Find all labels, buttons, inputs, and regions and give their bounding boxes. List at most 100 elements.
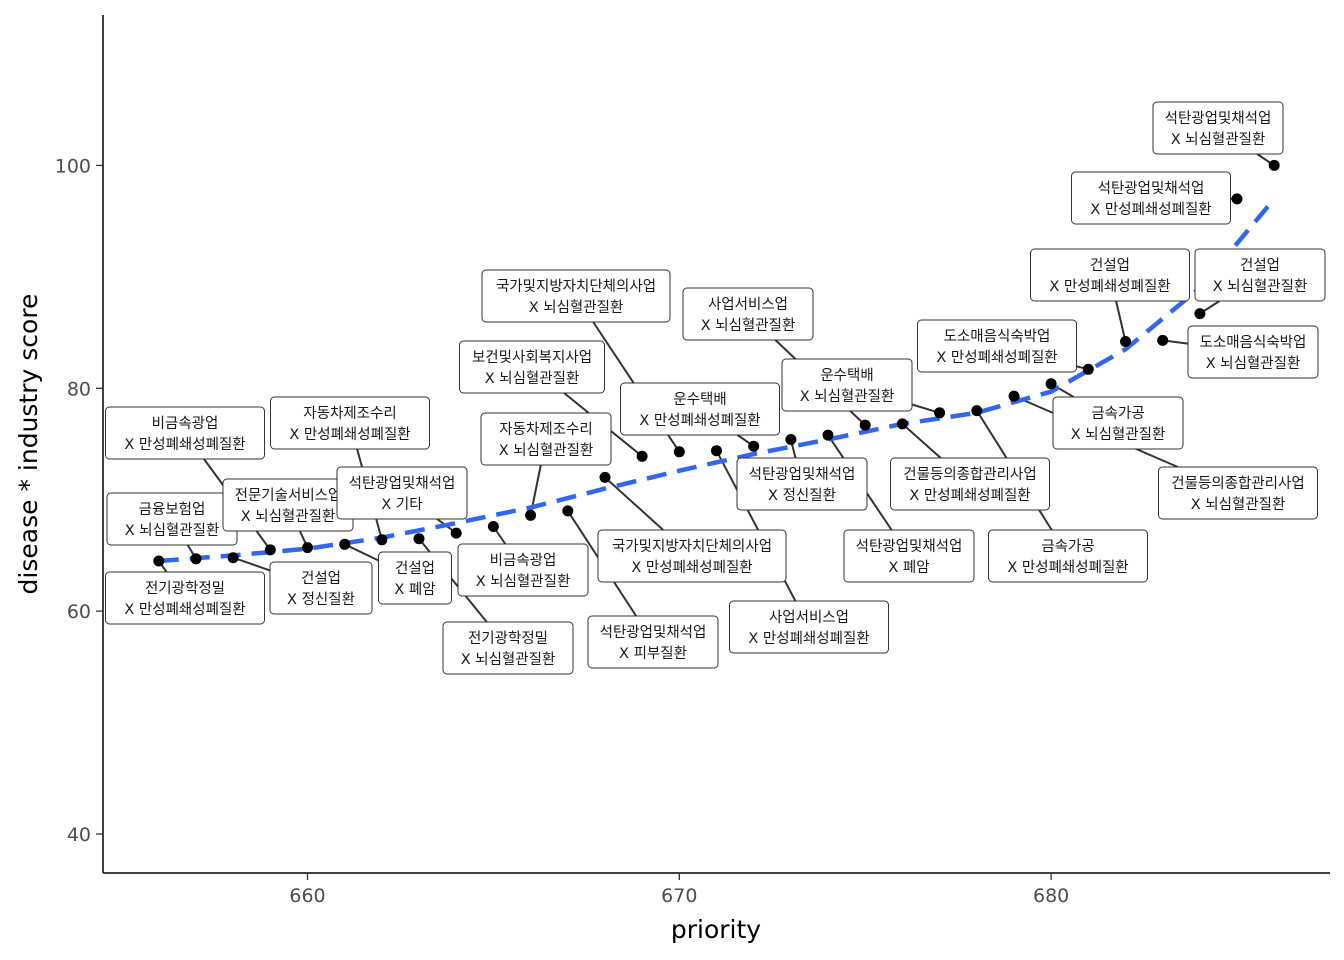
data-point [822, 429, 834, 441]
data-label-text: X 뇌심혈관질환 [485, 370, 580, 387]
data-label-text: 석탄광업및채석업 [600, 624, 707, 641]
data-point [1268, 159, 1280, 171]
data-label-text: 사업서비스업 [708, 296, 788, 313]
x-tick-label: 680 [1033, 885, 1069, 907]
data-label-text: 건설업 [1090, 257, 1130, 274]
data-label: 국가및지방자치단체의사업 X 만성폐쇄성폐질환 [597, 529, 787, 583]
data-label-box [1071, 171, 1231, 225]
data-label-text: X 만성폐쇄성폐질환 [936, 349, 1057, 366]
data-label: 비금속광업 X 뇌심혈관질환 [457, 543, 589, 597]
data-label-text: 석탄광업및채석업 [1165, 110, 1272, 127]
data-label-text: X 정신질환 [768, 487, 836, 504]
data-point [227, 552, 239, 564]
data-point [934, 407, 946, 419]
data-label-text: 건설업 [1240, 257, 1280, 274]
data-label-text: X 만성폐쇄성폐질환 [1090, 201, 1211, 218]
data-label: 사업서비스업 X 뇌심혈관질환 [682, 287, 814, 341]
data-label-text: X 뇌심혈관질환 [499, 442, 594, 459]
data-label-text: 석탄광업및채석업 [1098, 180, 1205, 197]
data-point [1045, 378, 1057, 390]
data-label: 석탄광업및채석업 X 뇌심혈관질환 [1152, 101, 1284, 155]
data-label: 금속가공 X 만성폐쇄성폐질환 [988, 529, 1148, 583]
data-point [339, 538, 351, 550]
data-label: 건설업 X 뇌심혈관질환 [1194, 248, 1326, 302]
data-point [562, 505, 574, 517]
label-leader [232, 556, 271, 572]
data-label-text: X 뇌심혈관질환 [1213, 278, 1308, 295]
data-point [785, 434, 797, 445]
data-label: 국가및지방자치단체의사업 X 뇌심혈관질환 [481, 269, 671, 323]
y-tick-label: 80 [67, 378, 91, 400]
data-label-box [843, 529, 975, 583]
data-label-box [378, 551, 452, 605]
y-tick-label: 40 [67, 824, 91, 846]
data-label-text: 도소매음식숙박업 [1200, 334, 1307, 351]
label-leaders [157, 153, 1275, 623]
data-label-text: X 만성폐쇄성폐질환 [631, 559, 752, 576]
data-point [190, 553, 202, 565]
data-point [1008, 390, 1020, 402]
data-point [636, 450, 648, 462]
data-point [1120, 336, 1131, 347]
data-label-text: 사업서비스업 [769, 609, 849, 626]
data-label-text: X 뇌심혈관질환 [529, 299, 624, 316]
data-label-box [270, 396, 430, 450]
data-label-text: 비금속광업 [152, 415, 219, 432]
data-label-box [457, 543, 589, 597]
data-label-text: X 폐암 [888, 559, 929, 576]
data-label-text: X 뇌심혈관질환 [241, 508, 336, 525]
label-leader [344, 543, 379, 562]
data-label-text: X 폐암 [394, 581, 435, 598]
data-label-text: X 피부질환 [619, 645, 687, 662]
data-label: 건물등의종합관리사업 X 뇌심혈관질환 [1158, 466, 1318, 520]
data-label-text: 비금속광업 [490, 552, 557, 569]
data-label-text: 전기광학정밀 [145, 580, 225, 597]
data-point [673, 446, 685, 458]
data-point [971, 405, 983, 417]
data-label-text: 석탄광업및채석업 [749, 466, 856, 483]
data-label-box [480, 412, 612, 466]
label-leader [1115, 300, 1127, 342]
data-label-box [459, 340, 605, 394]
data-point [748, 440, 760, 452]
data-label-box [620, 382, 780, 436]
data-label-text: 건설업 [301, 570, 341, 587]
data-point [450, 527, 462, 539]
data-label: 운수택배 X 뇌심혈관질환 [781, 358, 913, 412]
data-label-text: 자동차제조수리 [303, 405, 396, 422]
data-label-box [481, 269, 671, 323]
data-label-text: X 뇌심혈관질환 [476, 573, 571, 590]
data-label-box [587, 615, 719, 669]
data-label-box [269, 561, 373, 615]
y-tick-label: 100 [55, 155, 91, 177]
data-label: 운수택배 X 만성폐쇄성폐질환 [620, 382, 780, 436]
data-point [1157, 334, 1169, 346]
data-label-box [988, 529, 1148, 583]
data-label-text: 도소매음식숙박업 [944, 328, 1051, 345]
data-label-text: 국가및지방자치단체의사업 [612, 538, 772, 555]
data-label: 자동차제조수리 X 만성폐쇄성폐질환 [270, 396, 430, 450]
data-point [487, 521, 499, 532]
data-label-box [105, 571, 265, 625]
data-label-box [1187, 325, 1319, 379]
data-label-text: X 만성폐쇄성폐질환 [1007, 559, 1128, 576]
data-label: 금속가공 X 뇌심혈관질환 [1052, 396, 1184, 450]
data-point [599, 471, 611, 483]
data-label-text: X 만성폐쇄성폐질환 [124, 601, 245, 618]
data-label-text: 전기광학정밀 [468, 630, 548, 647]
data-label-box [442, 621, 574, 675]
data-label-text: 건설업 [395, 560, 435, 577]
data-label-text: X 만성폐쇄성폐질환 [639, 412, 760, 429]
data-label-text: X 만성폐쇄성폐질환 [289, 426, 410, 443]
data-label-box [597, 529, 787, 583]
data-label: 건설업 X 정신질환 [269, 561, 373, 615]
data-point [1082, 363, 1094, 375]
data-label: 비금속광업 X 만성폐쇄성폐질환 [105, 406, 265, 460]
y-axis-title: disease * industry score [14, 294, 43, 595]
data-label-text: 운수택배 [673, 391, 726, 408]
x-tick-label: 660 [289, 885, 325, 907]
data-label-text: X 만성폐쇄성폐질환 [124, 436, 245, 453]
data-label-box [781, 358, 913, 412]
data-label: 전기광학정밀 X 만성폐쇄성폐질환 [105, 571, 265, 625]
